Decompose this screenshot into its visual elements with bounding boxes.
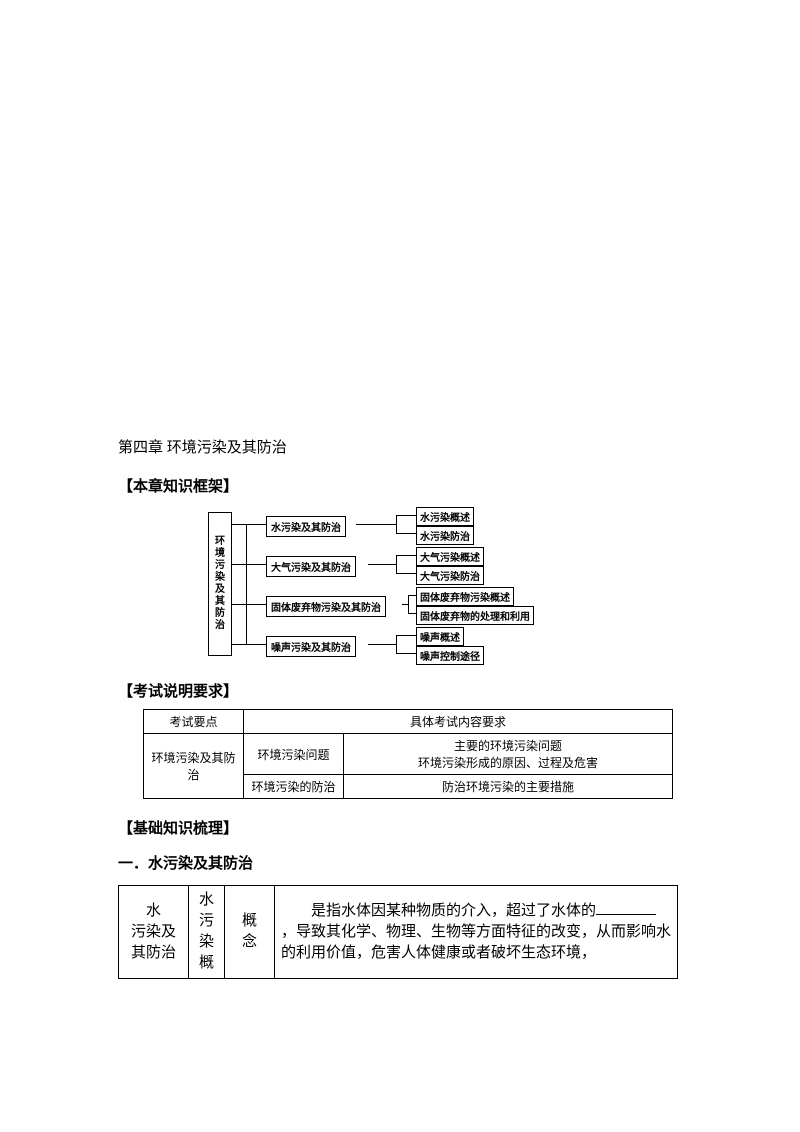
root-char: 及 bbox=[215, 584, 225, 596]
knowledge-cell: 水污染及其防治 bbox=[119, 886, 189, 979]
framework-section-title: 【本章知识框架】 bbox=[118, 475, 678, 496]
root-char: 境 bbox=[215, 548, 225, 560]
framework-leaf: 大气污染概述 bbox=[416, 547, 484, 566]
exam-cell: 环境污染的防治 bbox=[244, 775, 344, 799]
framework-leaf: 水污染概述 bbox=[416, 507, 474, 526]
exam-cell-line: 主要的环境污染问题 bbox=[348, 737, 668, 754]
knowledge-section-title: 【基础知识梳理】 bbox=[118, 817, 678, 838]
framework-mid-node: 大气污染及其防治 bbox=[266, 556, 356, 577]
chapter-title: 第四章 环境污染及其防治 bbox=[118, 436, 678, 457]
fill-blank[interactable] bbox=[596, 900, 656, 915]
sub-heading: 一．水污染及其防治 bbox=[118, 852, 678, 873]
framework-mid-node: 水污染及其防治 bbox=[266, 516, 346, 537]
exam-cell: 环境污染及其防治 bbox=[144, 734, 244, 799]
root-char: 治 bbox=[215, 620, 225, 632]
knowledge-cell: 水污染概 bbox=[189, 886, 225, 979]
exam-header-cell: 考试要点 bbox=[144, 710, 244, 734]
root-char: 污 bbox=[215, 560, 225, 572]
text-part: ，导致其化学、物理、生物等方面特征的改变，从而影响水的利用价值，危害人体健康或者… bbox=[281, 924, 671, 961]
framework-leaf: 固体废弃物的处理和利用 bbox=[416, 606, 534, 625]
framework-root: 环 境 污 染 及 其 防 治 bbox=[208, 512, 232, 656]
knowledge-table: 水污染及其防治 水污染概 概念 是指水体因某种物质的介入，超过了水体的 ，导致其化… bbox=[118, 885, 678, 979]
framework-leaf: 大气污染防治 bbox=[416, 566, 484, 585]
exam-cell-line: 环境污染形成的原因、过程及危害 bbox=[348, 754, 668, 771]
framework-leaf: 噪声概述 bbox=[416, 627, 464, 646]
framework-leaf: 水污染防治 bbox=[416, 526, 474, 545]
exam-cell: 主要的环境污染问题 环境污染形成的原因、过程及危害 bbox=[344, 734, 673, 775]
exam-section-title: 【考试说明要求】 bbox=[118, 680, 678, 701]
root-char: 染 bbox=[215, 572, 225, 584]
framework-mid-node: 噪声污染及其防治 bbox=[266, 636, 356, 657]
root-char: 其 bbox=[215, 596, 225, 608]
framework-leaf: 固体废弃物污染概述 bbox=[416, 587, 514, 606]
exam-requirements-table: 考试要点 具体考试内容要求 环境污染及其防治 环境污染问题 主要的环境污染问题 … bbox=[143, 709, 673, 799]
framework-mid-node: 固体废弃物污染及其防治 bbox=[266, 596, 386, 617]
framework-diagram: 环 境 污 染 及 其 防 治 水污染及其防治 水污染概述 水污染防治 大气污染… bbox=[208, 504, 628, 664]
knowledge-cell: 概念 bbox=[225, 886, 275, 979]
exam-header-cell: 具体考试内容要求 bbox=[244, 710, 673, 734]
root-char: 环 bbox=[215, 536, 225, 548]
text-part: 是指水体因某种物质的介入，超过了水体的 bbox=[311, 903, 596, 919]
knowledge-text-cell: 是指水体因某种物质的介入，超过了水体的 ，导致其化学、物理、生物等方面特征的改变，… bbox=[275, 886, 678, 979]
root-char: 防 bbox=[215, 608, 225, 620]
exam-cell: 环境污染问题 bbox=[244, 734, 344, 775]
framework-leaf: 噪声控制途径 bbox=[416, 646, 484, 665]
exam-cell: 防治环境污染的主要措施 bbox=[344, 775, 673, 799]
